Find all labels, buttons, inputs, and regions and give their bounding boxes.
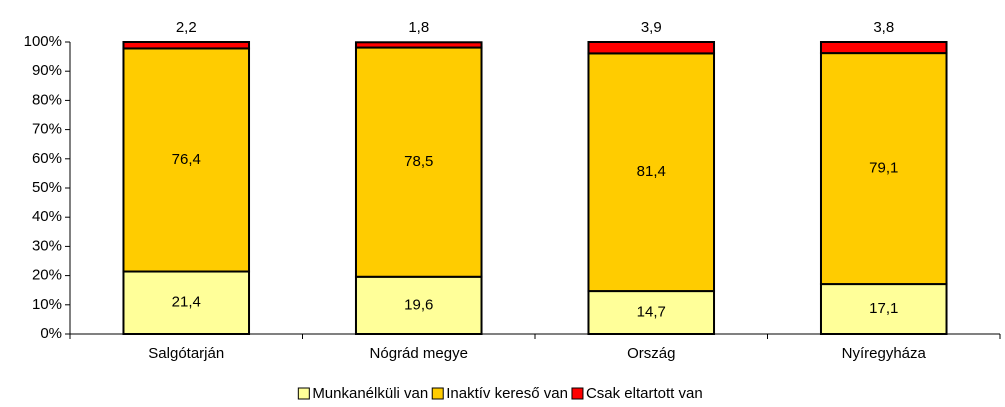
y-tick-label: 20% (32, 267, 62, 284)
y-tick-label: 50% (32, 179, 62, 196)
data-label: 1,8 (408, 19, 429, 36)
y-tick-label: 70% (32, 121, 62, 138)
y-tick-label: 0% (40, 325, 62, 342)
y-tick-label: 30% (32, 237, 62, 254)
bar-segment (354, 46, 483, 278)
bar-segment (819, 52, 948, 286)
data-label: 3,9 (641, 19, 662, 36)
bar-segment (122, 41, 251, 50)
x-tick-label: Salgótarján (148, 345, 224, 362)
bar-segment (587, 41, 716, 55)
data-label: 2,2 (176, 19, 197, 36)
y-tick-label: 40% (32, 208, 62, 225)
data-label: 81,4 (637, 163, 666, 180)
legend-label: Munkanélküli van (312, 385, 428, 402)
data-label: 76,4 (172, 151, 201, 168)
data-label: 21,4 (172, 294, 201, 311)
y-tick-label: 90% (32, 62, 62, 79)
data-label: 79,1 (869, 160, 898, 177)
data-label: 78,5 (404, 153, 433, 170)
legend-swatch (297, 387, 310, 400)
bar-segment (354, 41, 483, 49)
x-tick-label: Nyíregyháza (842, 345, 927, 362)
bar-segment (587, 52, 716, 293)
x-tick-label: Ország (627, 345, 675, 362)
bar-segment (587, 290, 716, 335)
bar-segment (819, 41, 948, 55)
data-label: 3,8 (873, 19, 894, 36)
legend-swatch (431, 387, 444, 400)
legend-label: Csak eltartott van (586, 385, 703, 402)
x-tick-label: Nógrád megye (370, 345, 468, 362)
y-tick-label: 10% (32, 296, 62, 313)
data-label: 17,1 (869, 300, 898, 317)
y-tick-label: 100% (24, 33, 62, 50)
bar-segment (819, 283, 948, 335)
y-tick-label: 60% (32, 150, 62, 167)
y-tick-label: 80% (32, 91, 62, 108)
data-label: 14,7 (637, 304, 666, 321)
data-label: 19,6 (404, 296, 433, 313)
legend-label: Inaktív kereső van (446, 385, 568, 402)
legend-swatch (571, 387, 584, 400)
